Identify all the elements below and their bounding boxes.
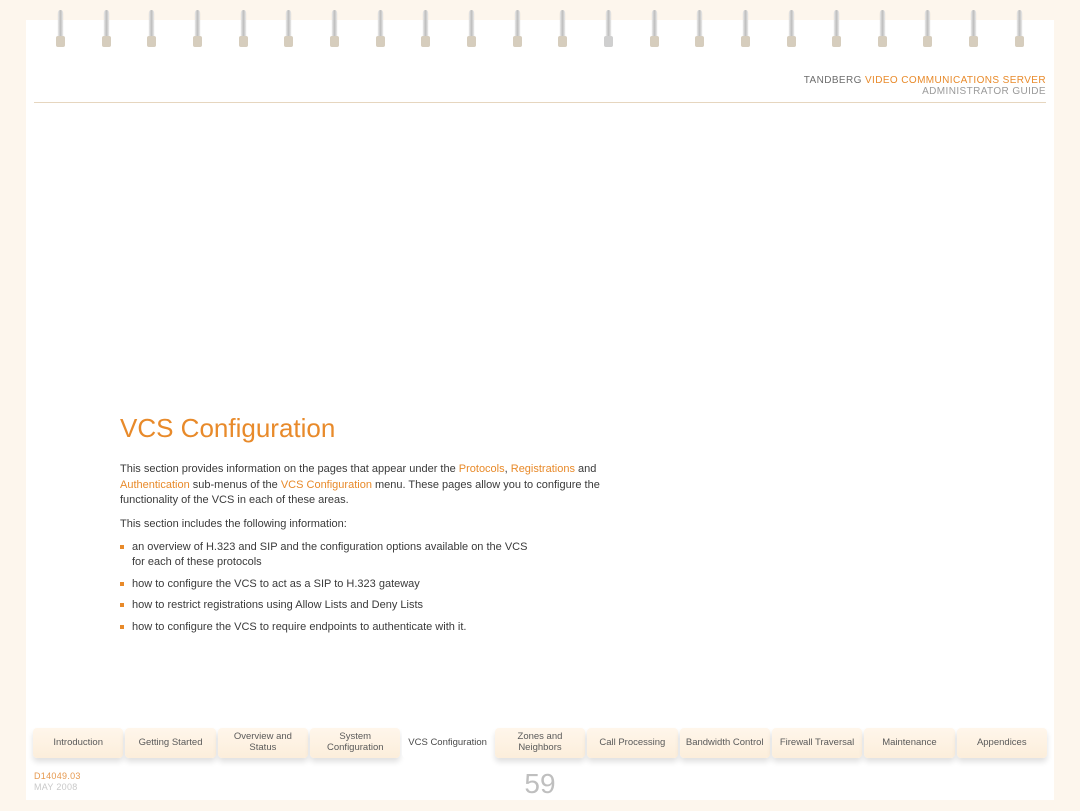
tab-introduction[interactable]: Introduction <box>33 728 123 758</box>
tab-overview-and-status[interactable]: Overview and Status <box>218 728 308 758</box>
tab-call-processing[interactable]: Call Processing <box>587 728 677 758</box>
page: TANDBERG VIDEO COMMUNICATIONS SERVER ADM… <box>26 20 1054 800</box>
main-content: VCS Configuration This section provides … <box>120 410 600 641</box>
tab-vcs-configuration[interactable]: VCS Configuration <box>402 728 492 758</box>
doc-date: MAY 2008 <box>34 782 81 794</box>
doc-id: D14049.03 <box>34 771 81 783</box>
tab-label: System Configuration <box>314 732 396 754</box>
binding-ring <box>147 14 156 50</box>
tab-label: Overview and Status <box>222 732 304 754</box>
tab-label: Maintenance <box>882 738 936 749</box>
binding-ring <box>923 14 932 50</box>
binding-ring <box>741 14 750 50</box>
intro-text: sub-menus of the <box>190 479 281 491</box>
link-vcs-config[interactable]: VCS Configuration <box>281 479 372 491</box>
page-number: 59 <box>524 768 555 800</box>
intro-paragraph: This section provides information on the… <box>120 462 600 508</box>
binding-ring <box>878 14 887 50</box>
binding-ring <box>604 14 613 50</box>
tab-label: Zones and Neighbors <box>499 732 581 754</box>
header-divider <box>34 102 1046 103</box>
tab-label: Firewall Traversal <box>780 738 854 749</box>
footer-left: D14049.03 MAY 2008 <box>34 771 81 794</box>
tab-system-configuration[interactable]: System Configuration <box>310 728 400 758</box>
tab-zones-and-neighbors[interactable]: Zones and Neighbors <box>495 728 585 758</box>
includes-label: This section includes the following info… <box>120 517 600 532</box>
binding-ring <box>330 14 339 50</box>
page-header: TANDBERG VIDEO COMMUNICATIONS SERVER ADM… <box>804 75 1046 97</box>
tab-label: VCS Configuration <box>408 738 487 749</box>
list-item: how to configure the VCS to act as a SIP… <box>120 577 530 592</box>
binding-ring <box>969 14 978 50</box>
link-registrations[interactable]: Registrations <box>511 463 575 475</box>
section-title: VCS Configuration <box>120 410 600 446</box>
nav-tabs: Introduction Getting Started Overview and … <box>33 728 1047 758</box>
binding-ring <box>56 14 65 50</box>
list-item: how to restrict registrations using Allo… <box>120 598 530 613</box>
binding-ring <box>832 14 841 50</box>
tab-label: Getting Started <box>139 738 203 749</box>
binding-ring <box>513 14 522 50</box>
tab-appendices[interactable]: Appendices <box>957 728 1047 758</box>
list-item: an overview of H.323 and SIP and the con… <box>120 540 530 571</box>
tab-getting-started[interactable]: Getting Started <box>125 728 215 758</box>
binding-ring <box>558 14 567 50</box>
binding-ring <box>787 14 796 50</box>
tab-firewall-traversal[interactable]: Firewall Traversal <box>772 728 862 758</box>
intro-text: and <box>575 463 596 475</box>
binding-ring <box>193 14 202 50</box>
binding-ring <box>1015 14 1024 50</box>
tab-label: Bandwidth Control <box>686 738 764 749</box>
bullet-list: an overview of H.323 and SIP and the con… <box>120 540 600 635</box>
binding-ring <box>695 14 704 50</box>
tab-bandwidth-control[interactable]: Bandwidth Control <box>680 728 770 758</box>
spiral-binding <box>0 0 1080 60</box>
link-authentication[interactable]: Authentication <box>120 479 190 491</box>
binding-ring <box>467 14 476 50</box>
binding-ring <box>102 14 111 50</box>
binding-ring <box>376 14 385 50</box>
binding-ring <box>239 14 248 50</box>
brand-name: TANDBERG <box>804 75 862 86</box>
intro-text: This section provides information on the… <box>120 463 459 475</box>
binding-ring <box>284 14 293 50</box>
binding-ring <box>650 14 659 50</box>
link-protocols[interactable]: Protocols <box>459 463 505 475</box>
binding-ring <box>421 14 430 50</box>
tab-maintenance[interactable]: Maintenance <box>864 728 954 758</box>
tab-label: Call Processing <box>599 738 665 749</box>
list-item: how to configure the VCS to require endp… <box>120 620 530 635</box>
tab-label: Introduction <box>53 738 103 749</box>
tab-label: Appendices <box>977 738 1027 749</box>
header-subtitle: ADMINISTRATOR GUIDE <box>804 86 1046 97</box>
product-name: VIDEO COMMUNICATIONS SERVER <box>865 75 1046 86</box>
